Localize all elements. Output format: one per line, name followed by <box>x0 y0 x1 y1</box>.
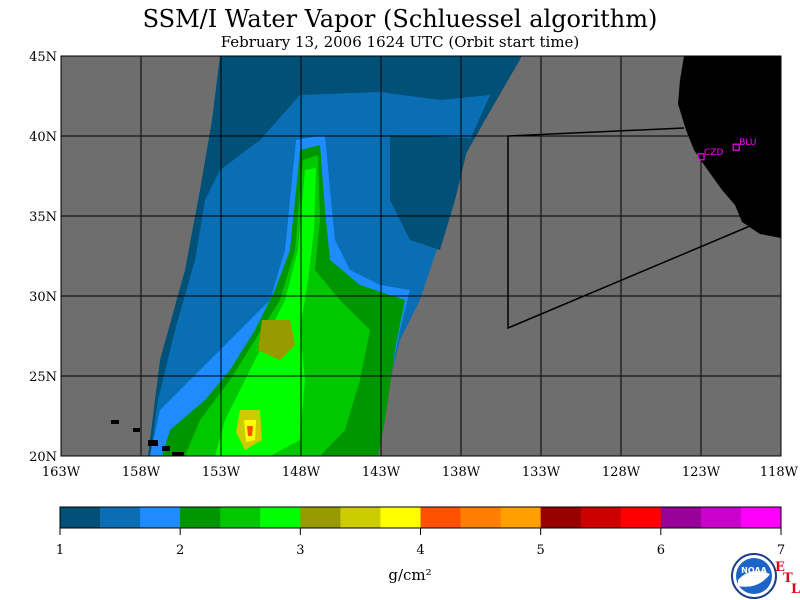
land-california <box>678 56 781 238</box>
lon-tick-labels: 163W 158W 153W 148W 143W 138W 133W 128W 123W 118W <box>42 465 799 480</box>
lat-tick-label: 45N <box>29 50 57 65</box>
colorbar-swatch <box>100 507 141 528</box>
swath-band-7 <box>258 320 295 360</box>
colorbar-swatch <box>140 507 181 528</box>
colorbar-tick-label: 1 <box>56 543 64 558</box>
colorbar-swatch <box>380 507 421 528</box>
colorbar-swatch <box>660 507 702 528</box>
lon-tick-label: 158W <box>122 465 161 480</box>
colorbar-swatch <box>300 507 341 528</box>
station-label: CZD <box>704 148 723 158</box>
lon-tick-label: 143W <box>362 465 401 480</box>
colorbar-swatch <box>460 507 502 528</box>
region-outline-top <box>507 127 685 137</box>
station-label: BLU <box>739 138 756 148</box>
colorbar-tick-label: 3 <box>296 543 304 558</box>
hawaii-islands <box>111 420 184 456</box>
lon-tick-label: 123W <box>682 465 721 480</box>
colorbar-swatch <box>60 507 101 528</box>
colorbar-swatch <box>260 507 301 528</box>
swath-band-5 <box>185 155 370 456</box>
colorbar-swatch <box>580 507 622 528</box>
colorbar-unit-label: g/cm² <box>388 566 432 584</box>
lon-tick-label: 128W <box>602 465 641 480</box>
lat-tick-label: 20N <box>29 450 57 465</box>
region-outline <box>507 136 751 330</box>
lat-tick-labels: 45N 40N 35N 30N 25N 20N <box>29 50 57 465</box>
swath-band-10 <box>247 426 253 436</box>
station-markers: CZD BLU <box>697 138 757 161</box>
station-marker <box>732 143 740 151</box>
lat-tick-label: 30N <box>29 290 57 305</box>
colorbar-tick-label: 2 <box>176 543 184 558</box>
colorbar-tick-label: 4 <box>416 543 424 558</box>
lon-tick-label: 153W <box>202 465 241 480</box>
etl-letter-t: T <box>783 571 793 586</box>
colorbar-swatch <box>540 507 582 528</box>
colorbar-tick-label: 5 <box>537 543 545 558</box>
lat-lon-grid <box>61 56 781 456</box>
colorbar <box>59 506 782 529</box>
colorbar-swatch <box>500 507 542 528</box>
lon-tick-label: 138W <box>442 465 481 480</box>
vapor-dark-pocket <box>390 135 470 250</box>
lon-tick-label: 148W <box>282 465 321 480</box>
colorbar-swatch <box>340 507 381 528</box>
page-subtitle: February 13, 2006 1624 UTC (Orbit start … <box>220 33 580 51</box>
lon-tick-label: 133W <box>522 465 561 480</box>
map-frame <box>60 55 782 457</box>
swath-band-6 <box>215 168 316 456</box>
etl-letter-e: E <box>775 560 785 575</box>
lat-tick-label: 25N <box>29 370 57 385</box>
colorbar-swatch <box>180 507 221 528</box>
lon-tick-label: 163W <box>42 465 81 480</box>
colorbar-swatch <box>220 507 261 528</box>
station-marker <box>697 153 705 161</box>
colorbar-tick-label: 7 <box>777 543 785 558</box>
lon-tick-label: 118W <box>760 465 799 480</box>
noaa-logo-text: NOAA <box>741 566 767 575</box>
lat-tick-label: 40N <box>29 130 57 145</box>
colorbar-swatch <box>740 507 782 528</box>
colorbar-swatch <box>700 507 742 528</box>
colorbar-swatch <box>620 507 662 528</box>
lat-tick-label: 35N <box>29 210 57 225</box>
etl-letter-l: L <box>791 582 800 597</box>
colorbar-tick-label: 6 <box>657 543 665 558</box>
colorbar-swatch <box>420 507 461 528</box>
noaa-logo: NOAA <box>731 553 777 599</box>
page-title: SSM/I Water Vapor (Schluessel algorithm) <box>142 5 658 33</box>
colorbar-ticks: 1 2 3 4 5 6 7 <box>56 528 785 558</box>
